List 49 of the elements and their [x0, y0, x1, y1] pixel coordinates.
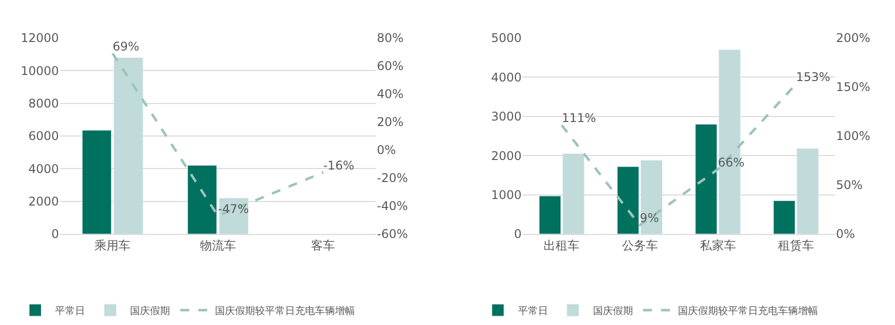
data-label: 69%: [112, 39, 140, 54]
bar: [114, 57, 144, 234]
bar: [82, 130, 112, 234]
y-tick-label: 2000: [28, 194, 59, 209]
x-tick-label: 客车: [311, 238, 336, 252]
y2-tick-label: 200%: [836, 31, 870, 46]
y2-tick-label: 60%: [376, 59, 404, 74]
y2-tick-label: 50%: [836, 178, 863, 192]
y-tick-label: 6000: [28, 129, 59, 144]
y-tick-label: 0: [514, 227, 522, 242]
y2-tick-label: 80%: [376, 31, 404, 46]
y-tick-label: 8000: [28, 96, 59, 111]
data-label: -16%: [323, 158, 354, 172]
y2-tick-label: 150%: [836, 80, 870, 94]
data-label: -47%: [218, 202, 249, 216]
legend-label: 国庆假期: [592, 305, 633, 317]
bar: [187, 165, 217, 234]
legend-label: 平常日: [55, 305, 86, 317]
legend-label: 国庆假期: [130, 305, 170, 317]
data-label: 9%: [640, 211, 659, 226]
y2-tick-label: 20%: [376, 115, 404, 130]
y-tick-label: 10000: [20, 64, 59, 78]
legend-label: 国庆假期较平常日充电车辆增幅: [215, 305, 356, 317]
x-tick-label: 私家车: [700, 238, 736, 252]
legend-label: 平常日: [518, 305, 548, 317]
y-tick-label: 1000: [491, 188, 522, 202]
y-tick-label: 0: [51, 227, 59, 242]
x-tick-label: 出租车: [544, 238, 580, 252]
y-tick-label: 5000: [491, 31, 522, 46]
legend-label: 国庆假期较平常日充电车辆增幅: [678, 305, 818, 317]
data-label: 66%: [718, 155, 745, 170]
y2-tick-label: 0%: [376, 143, 396, 158]
y2-tick-label: -40%: [376, 199, 408, 214]
y-tick-label: 3000: [491, 110, 522, 124]
y-tick-label: 4000: [28, 162, 59, 176]
x-tick-label: 公务车: [622, 238, 658, 252]
x-tick-label: 物流车: [200, 238, 236, 252]
y2-tick-label: 0%: [836, 227, 856, 242]
y-tick-label: 2000: [491, 148, 522, 163]
y2-tick-label: -20%: [376, 171, 408, 186]
y2-tick-label: -60%: [376, 227, 408, 242]
y2-tick-label: 40%: [376, 87, 404, 102]
x-tick-label: 乘用车: [94, 238, 131, 252]
y2-tick-label: 100%: [836, 129, 870, 144]
y-tick-label: 12000: [20, 31, 59, 46]
x-tick-label: 租赁车: [778, 238, 814, 252]
y-tick-label: 4000: [491, 70, 522, 84]
data-label: 153%: [796, 70, 830, 84]
data-label: 111%: [562, 111, 596, 126]
